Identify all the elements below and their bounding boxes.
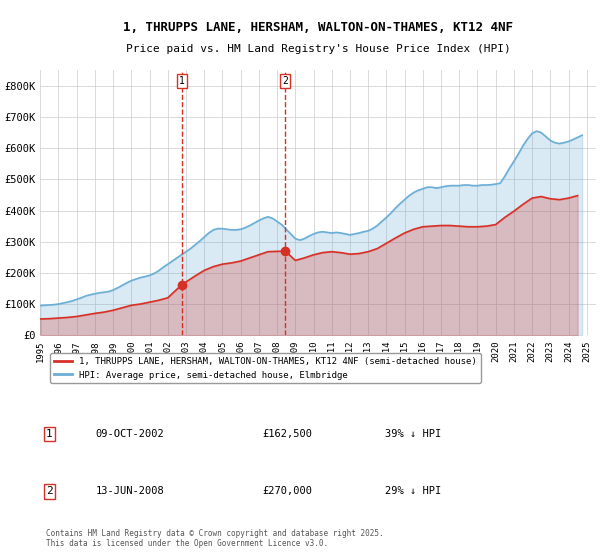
Text: £270,000: £270,000 (263, 486, 313, 496)
Text: 1: 1 (179, 76, 185, 86)
Text: £162,500: £162,500 (263, 429, 313, 439)
Legend: 1, THRUPPS LANE, HERSHAM, WALTON-ON-THAMES, KT12 4NF (semi-detached house), HPI:: 1, THRUPPS LANE, HERSHAM, WALTON-ON-THAM… (50, 353, 481, 383)
Text: 1, THRUPPS LANE, HERSHAM, WALTON-ON-THAMES, KT12 4NF: 1, THRUPPS LANE, HERSHAM, WALTON-ON-THAM… (123, 21, 513, 34)
Text: 09-OCT-2002: 09-OCT-2002 (96, 429, 164, 439)
Text: 39% ↓ HPI: 39% ↓ HPI (385, 429, 441, 439)
Text: 29% ↓ HPI: 29% ↓ HPI (385, 486, 441, 496)
Text: 1: 1 (46, 429, 53, 439)
Text: Price paid vs. HM Land Registry's House Price Index (HPI): Price paid vs. HM Land Registry's House … (125, 44, 511, 54)
Text: 2: 2 (283, 76, 288, 86)
Text: 2: 2 (46, 486, 53, 496)
Text: 13-JUN-2008: 13-JUN-2008 (96, 486, 164, 496)
Text: Contains HM Land Registry data © Crown copyright and database right 2025.
This d: Contains HM Land Registry data © Crown c… (46, 529, 383, 548)
